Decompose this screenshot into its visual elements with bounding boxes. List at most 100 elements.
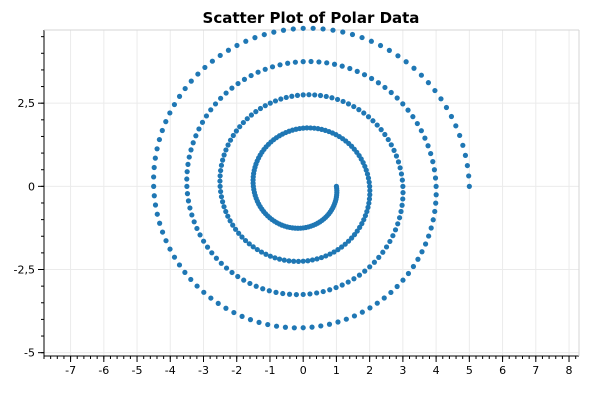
data-point [236,230,242,236]
data-point [356,272,363,278]
data-point [415,256,421,262]
data-point [431,167,438,173]
data-point [342,241,348,247]
data-point [218,162,225,168]
data-point [213,255,219,261]
data-point [366,196,373,202]
data-point [269,64,276,70]
data-point [398,171,405,177]
data-point [367,305,373,311]
data-point [361,72,368,78]
data-point [187,205,193,211]
data-point [218,95,224,101]
data-point [271,29,277,35]
axes [38,29,580,362]
data-point [262,103,268,109]
data-point [320,26,326,32]
data-point [326,321,333,327]
data-point [367,192,373,198]
data-point [395,159,402,165]
data-point [320,288,326,295]
data-point [190,140,196,146]
data-point [272,98,279,104]
data-point [176,262,183,268]
data-point [235,80,241,87]
data-point [362,268,368,274]
tick-labels: -7 -6 -5 -4 -3 -2 -1 0 1 2 3 4 5 6 7 8 2,5 0 -2,5 -5 [14,97,573,377]
x-tick-label: -5 [132,364,143,377]
data-point [267,100,273,106]
data-point [300,59,306,65]
data-point [388,89,394,96]
data-point [364,171,371,177]
data-point [189,212,195,218]
x-tick-label: 7 [532,364,539,377]
data-point [171,254,178,260]
data-point [340,98,346,105]
data-point [428,225,434,231]
data-point [300,125,306,131]
data-point [329,95,335,101]
data-point [230,222,236,228]
data-point [193,133,199,139]
data-point [163,119,169,125]
data-point [349,31,356,38]
data-point [381,295,387,301]
data-point [223,208,229,215]
data-point [229,85,235,91]
data-point [331,61,338,67]
data-point [267,253,273,259]
data-point [392,227,399,233]
data-point [201,289,207,295]
data-point [233,128,239,134]
data-point [430,217,436,223]
data-point [171,101,178,108]
data-point [223,147,229,153]
data-point [432,175,439,181]
data-point [255,69,261,75]
data-point [388,142,394,148]
data-point [309,257,316,263]
data-point [411,65,417,71]
data-point [339,63,345,69]
data-point [359,309,365,315]
data-point [256,319,262,325]
data-point [361,110,367,116]
data-point [414,120,420,127]
data-point [365,204,371,210]
data-point [246,241,252,247]
data-point [239,313,245,319]
data-point [248,112,255,118]
data-point [154,211,160,217]
chart-title: Scatter Plot of Polar Data [203,9,420,27]
data-point [395,221,401,227]
data-point [433,183,439,189]
data-point [221,204,227,210]
data-point [151,174,157,180]
data-point [221,152,227,158]
data-point [185,161,191,167]
data-point [383,244,390,250]
data-point [191,219,197,225]
data-point [387,238,393,245]
x-tick-label: 5 [466,364,473,377]
data-point [212,101,219,107]
data-point [203,113,210,119]
data-point [231,309,237,316]
data-point [371,259,377,265]
data-point [410,263,417,270]
data-point [396,215,403,221]
data-point [167,246,173,252]
data-point [370,118,376,124]
data-point [196,126,202,132]
data-point [334,96,341,103]
data-point [253,283,259,289]
data-point [182,85,188,92]
data-point [393,153,400,159]
data-point [218,260,224,266]
data-point [345,279,351,285]
data-point [254,246,260,253]
